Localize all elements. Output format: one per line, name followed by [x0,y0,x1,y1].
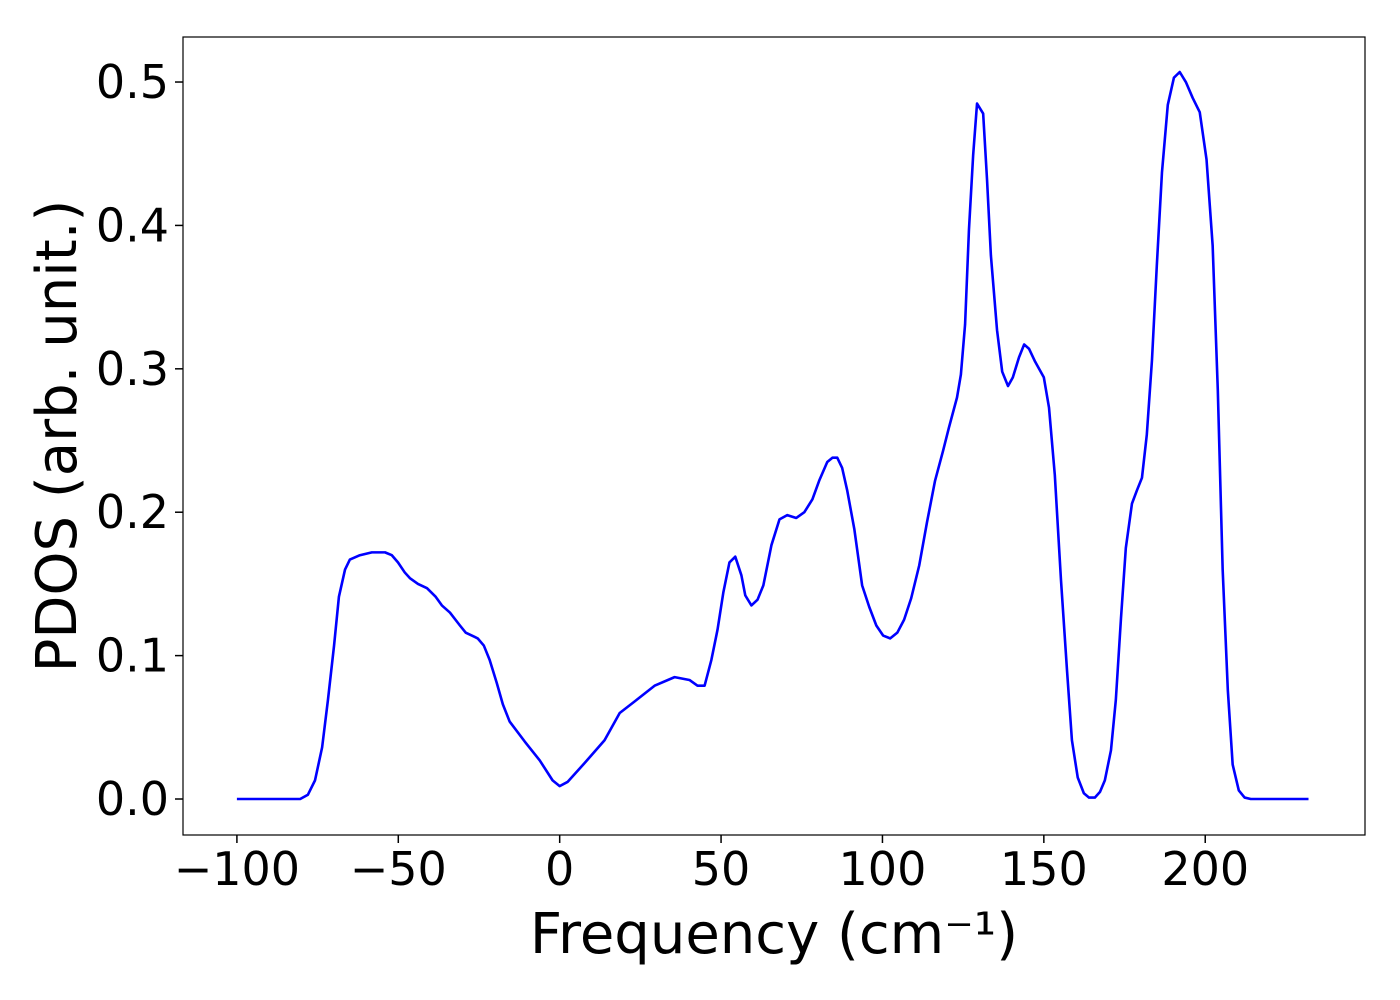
x-tick-label: 0 [545,842,574,896]
y-tick-label: 0.1 [96,629,169,683]
y-tick-label: 0.3 [96,342,169,396]
data-line [236,70,1309,801]
y-tick-label: 0.4 [96,198,169,252]
x-tick-label: −100 [174,842,300,896]
y-tick-label: 0.0 [96,772,169,826]
y-tick-label: 0.2 [96,485,169,539]
x-tick-label: 50 [692,842,751,896]
y-axis-label: PDOS (arb. unit.) [25,200,90,673]
y-tick-label: 0.5 [96,55,169,109]
plot-frame [182,36,1366,836]
x-axis-label: Frequency (cm⁻¹) [530,902,1018,967]
x-tick-label: 200 [1161,842,1249,896]
x-tick-label: 150 [1000,842,1088,896]
x-tick-label: −50 [350,842,447,896]
x-tick-label: 100 [839,842,927,896]
